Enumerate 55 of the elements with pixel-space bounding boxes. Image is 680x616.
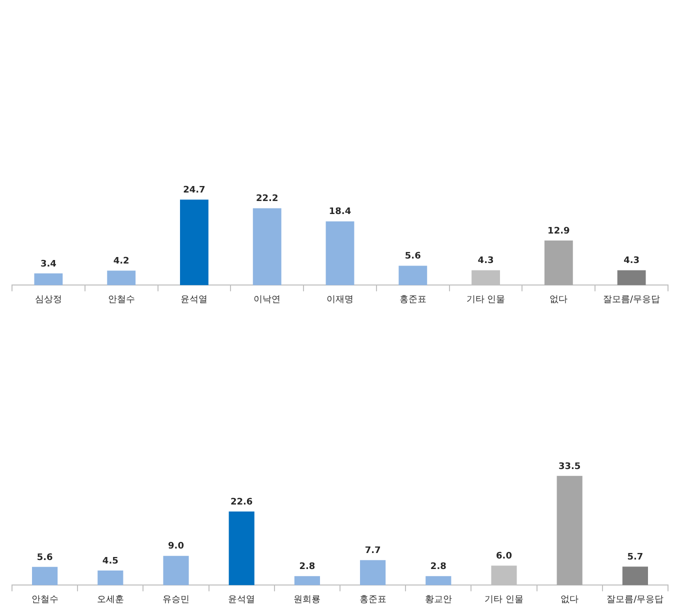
- bar: [107, 270, 136, 286]
- x-tick-label: 잘모름/무응답: [603, 294, 660, 305]
- data-label: 2.8: [299, 562, 316, 572]
- x-tick-label: 오세훈: [96, 594, 124, 605]
- bar: [32, 566, 58, 586]
- data-label: 2.8: [430, 562, 446, 572]
- x-tick-label: 이낙연: [254, 294, 281, 305]
- x-tick-label: 윤석열: [180, 294, 208, 305]
- x-tick-label: 홍준표: [359, 594, 386, 605]
- bar: [98, 570, 124, 586]
- data-label: 3.4: [40, 259, 56, 270]
- x-tick-label: 심상정: [34, 294, 62, 305]
- bar: [252, 208, 282, 286]
- x-tick-label: 없다: [550, 294, 568, 305]
- x-tick-label: 안철수: [31, 594, 58, 605]
- x-tick-label: 유승민: [162, 594, 190, 605]
- x-tick-label: 이재명: [326, 294, 354, 305]
- data-label: 9.0: [168, 542, 184, 552]
- data-label: 4.3: [624, 256, 640, 266]
- x-tick-label: 기타 인물: [466, 294, 506, 305]
- bar: [294, 576, 320, 586]
- x-tick-label: 잘모름/무응답: [606, 594, 664, 605]
- data-label: 22.6: [230, 497, 253, 508]
- x-tick-label: 홍준표: [399, 294, 426, 305]
- bar: [180, 200, 208, 286]
- data-label: 12.9: [548, 226, 570, 236]
- data-label: 4.3: [478, 256, 494, 266]
- bar: [228, 511, 254, 586]
- bar: [426, 576, 452, 586]
- bar: [34, 273, 63, 286]
- data-label: 24.7: [183, 185, 206, 196]
- x-tick-label: 없다: [560, 594, 579, 605]
- x-tick-label: 기타 인물: [484, 594, 524, 605]
- bar: [360, 560, 386, 586]
- data-label: 33.5: [558, 462, 581, 472]
- x-tick-label: 황교안: [424, 594, 452, 605]
- bar: [544, 240, 573, 286]
- data-label: 5.6: [36, 552, 53, 563]
- bar: [622, 566, 648, 586]
- x-tick-label: 안철수: [108, 294, 135, 305]
- data-label: 7.7: [364, 546, 381, 556]
- data-label: 4.5: [102, 556, 118, 566]
- data-label: 5.6: [404, 252, 421, 262]
- x-tick-label: 원희룡: [294, 594, 321, 605]
- data-label: 4.2: [113, 256, 130, 266]
- data-label: 18.4: [328, 207, 352, 218]
- bar: [398, 266, 428, 286]
- data-label: 22.2: [256, 194, 278, 204]
- bar: [617, 270, 646, 286]
- bar: [163, 556, 189, 586]
- data-label: 5.7: [627, 552, 644, 562]
- bar: [326, 221, 354, 286]
- x-tick-label: 윤석열: [228, 594, 256, 605]
- bar: [556, 476, 582, 586]
- data-label: 6.0: [496, 551, 512, 562]
